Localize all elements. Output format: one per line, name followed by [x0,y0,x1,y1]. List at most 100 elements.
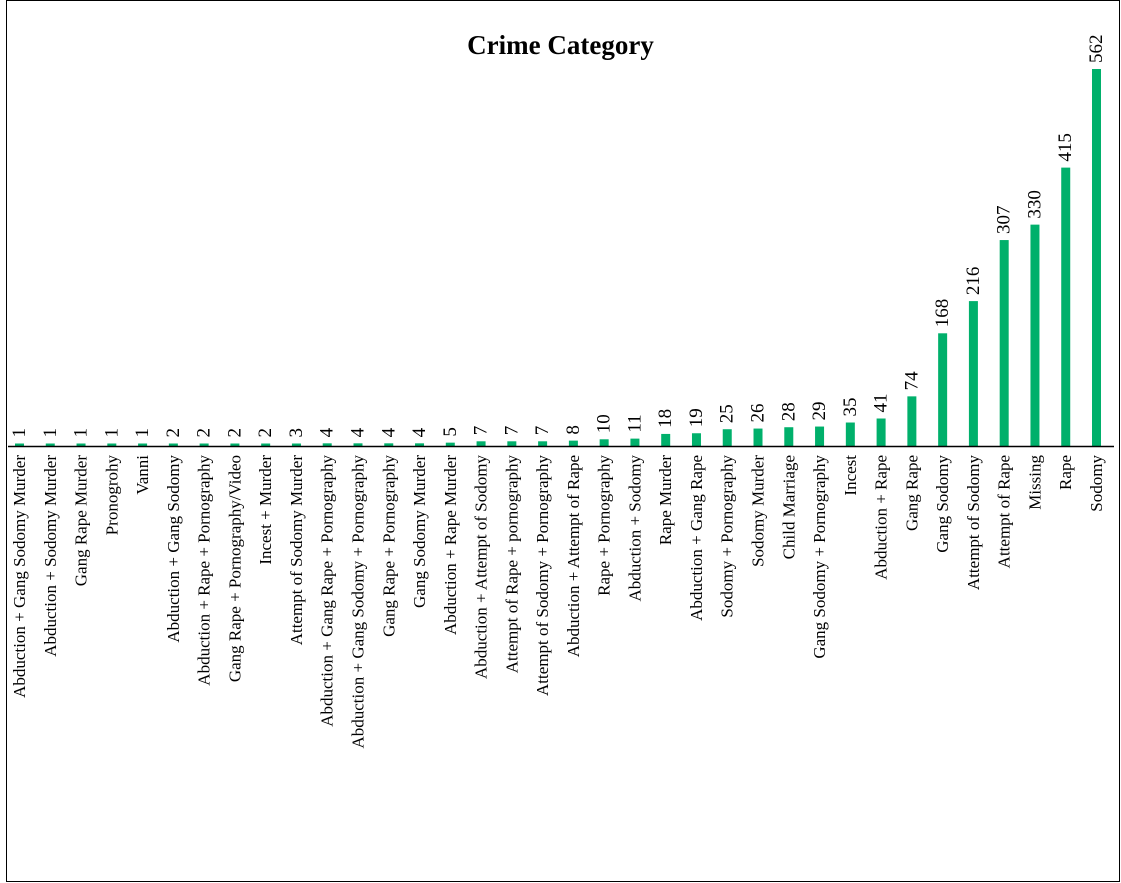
bar [784,427,794,446]
value-label: 26 [748,404,769,423]
value-label: 415 [1055,133,1076,162]
bar [1030,224,1040,446]
category-label: Abduction + Rape Murder [441,455,460,635]
bar [907,396,917,446]
value-label: 4 [409,427,430,437]
bar [168,443,178,446]
bar [691,433,701,446]
bar [815,426,825,446]
category-label: Gang Rape Murder [72,455,91,587]
bar [507,441,517,446]
value-label: 3 [286,428,307,438]
value-label: 1 [132,428,153,438]
category-label: Attempt of Sodomy + Pornography [533,455,552,696]
value-label: 168 [932,299,953,328]
value-labels-layer: 1 1 1 1 1 2 2 2 2 3 4 4 4 4 5 7 7 7 8 10 11 18 19 25 26 28 29 35 417… [9,35,1107,438]
value-label: 8 [563,425,584,435]
value-label: 216 [963,267,984,296]
bar [968,301,978,446]
chart-title: Crime Category [467,30,654,60]
category-label: Child Marriage [779,455,798,559]
category-label: Abduction + Rape + Pornography [195,455,214,686]
value-label: 41 [871,394,892,413]
bar [15,443,24,446]
value-label: 7 [532,426,553,436]
value-label: 1 [9,428,30,438]
value-label: 19 [686,408,707,427]
category-label: Gang Rape + Pornography/Video [225,455,244,682]
category-label: Gang Sodomy Murder [410,455,429,608]
bar [291,443,301,446]
bar [230,443,240,446]
category-label: Vanni [133,455,152,495]
category-label: Sodomy + Pornography [718,455,737,618]
value-label: 25 [717,404,738,423]
value-label: 11 [624,414,645,432]
value-label: 330 [1024,190,1045,219]
category-label: Gang Rape [902,455,921,531]
category-label: Rape Murder [656,455,675,546]
category-label: Sodomy [1087,455,1106,512]
bar [322,443,332,446]
value-label: 562 [1086,35,1107,64]
bar [722,429,732,446]
bar [1092,69,1101,446]
value-label: 1 [71,428,92,438]
category-label: Missing [1025,455,1044,510]
value-label: 7 [471,426,492,436]
value-label: 35 [840,398,861,417]
value-label: 2 [224,428,245,438]
bar [476,441,486,446]
category-label: Gang Sodomy [933,455,952,553]
category-label: Sodomy Murder [749,455,768,567]
value-label: 1 [40,428,61,438]
value-label: 10 [594,414,615,433]
category-label: Gang Rape + Pornography [379,455,398,637]
bar [568,440,578,446]
value-label: 1 [101,428,122,438]
category-label: Abduction + Gang Rape + Pornography [318,455,337,727]
bar [261,443,271,446]
bar [630,438,640,446]
bar [107,443,117,446]
category-label: Attempt of Sodomy Murder [287,455,306,646]
bar [445,442,455,446]
category-label: Incest [841,455,860,496]
value-label: 5 [440,427,461,437]
bar [661,433,671,446]
category-label: Abduction + Rape [872,455,891,580]
category-label: Gang Sodomy + Pornography [810,455,829,659]
value-label: 4 [378,427,399,437]
category-label: Abduction + Gang Sodomy Murder [10,455,29,698]
category-label: Abduction + Attempt of Sodomy [472,455,491,679]
category-label: Abduction + Sodomy [625,455,644,602]
bar [384,443,394,446]
category-label: Abduction + Gang Sodomy [164,455,183,643]
chart-frame [6,0,1120,882]
bar [753,428,763,446]
category-label: Rape + Pornography [595,455,614,596]
category-label: Abduction + Sodomy Murder [41,455,60,657]
bar [999,240,1009,446]
bar [45,443,55,446]
bar [199,443,209,446]
category-label: Attempt of Sodomy [964,455,983,591]
value-label: 7 [501,426,522,436]
value-label: 2 [163,428,184,438]
bars-layer [15,69,1101,447]
category-label: Incest + Murder [256,455,275,565]
category-label: Attempt of Rape + pornography [502,455,521,674]
value-label: 4 [317,427,338,437]
bar [538,441,548,446]
category-label: Pronogrohy [102,455,121,536]
bar [1061,167,1071,447]
bar [938,333,948,446]
bar [599,439,609,446]
bar [876,418,886,446]
value-label: 307 [994,206,1015,235]
bar [845,422,855,446]
category-label: Attempt of Rape [995,455,1014,568]
bar [353,443,363,446]
value-label: 74 [901,371,922,391]
